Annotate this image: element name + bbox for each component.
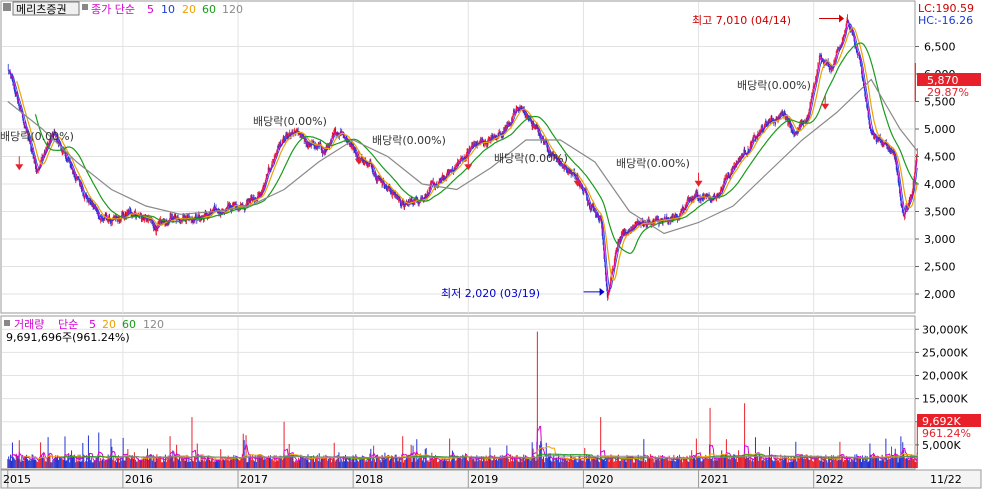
volume-plot-frame [0, 315, 916, 470]
lc-label: LC:190.59 [918, 2, 974, 15]
price-series-layer [7, 14, 918, 301]
time-tick-label: 2017 [240, 473, 268, 486]
stock-name: 메리츠증권 [16, 3, 67, 16]
price-header: 메리츠증권 종가 단순 5 10 20 60 120 [3, 1, 243, 16]
price-tick-label: 5,000 [924, 123, 956, 136]
vol-ma120-line [118, 455, 918, 459]
current-change: 29.87% [927, 86, 969, 99]
price-settings-icon[interactable] [82, 4, 88, 10]
dividend-marker [694, 180, 703, 187]
price-tick-label: 5,500 [924, 96, 956, 109]
time-tick-label: 2016 [125, 473, 153, 486]
current-price-box [917, 73, 981, 86]
right-info: LC:190.59 HC:-16.26 5,870 29.87% 9,692K … [917, 2, 981, 440]
dividend-annotation-5: 배당락(0.00%) [616, 157, 690, 170]
high-arrow-head [839, 14, 845, 23]
low-annotation: 최저 2,020 (03/19) [441, 287, 540, 300]
volume-series-layer [7, 331, 918, 468]
volume-ma-label: 단순 [58, 318, 78, 331]
dividend-annotation-1: 배당락(0.00%) [0, 130, 74, 143]
volume-label: 거래량 [14, 318, 44, 331]
price-tick-label: 2,000 [924, 288, 956, 301]
ma10-label: 10 [161, 3, 175, 16]
dividend-marker [15, 164, 24, 171]
ma20-label: 20 [182, 3, 196, 16]
price-tick-label: 2,500 [924, 261, 956, 274]
dividend-marker [821, 103, 830, 110]
volume-settings-icon[interactable] [4, 320, 10, 326]
time-tick-label: 2015 [3, 473, 31, 486]
current-volume-pct: 961.24% [922, 427, 971, 440]
time-tick-label: 2021 [701, 473, 729, 486]
volume-tick-label: 15,000K [922, 393, 968, 406]
volume-summary: 9,691,696주(961.24%) [6, 331, 130, 344]
low-arrow-head [599, 287, 605, 296]
time-axis-bar [0, 469, 982, 489]
current-volume: 9,692K [922, 415, 961, 428]
dividend-marker [354, 158, 363, 165]
ma20-line [16, 27, 918, 281]
dividend-annotation-2: 배당락(0.00%) [253, 115, 327, 128]
volume-grid [2, 317, 915, 468]
dividend-marker [573, 180, 582, 187]
stock-name-box[interactable] [12, 1, 80, 16]
time-axis: 2015 2016 2017 2018 2019 2020 2021 2022 11/22 [3, 470, 962, 488]
vol-ma5-label: 5 [89, 318, 96, 331]
ma60-line [34, 42, 918, 255]
price-tick-label: 3,000 [924, 233, 956, 246]
volume-tick-label: 5,000K [922, 439, 961, 452]
time-tick-label-current: 11/22 [930, 473, 962, 486]
dividend-annotation-3: 배당락(0.00%) [372, 134, 446, 147]
time-tick-label: 2018 [355, 473, 383, 486]
time-tick-label: 2022 [816, 473, 844, 486]
price-tick-label: 4,000 [924, 178, 956, 191]
price-label: 종가 단순 [91, 3, 135, 16]
volume-tick-label: 20,000K [922, 370, 968, 383]
volume-tick-label: 30,000K [922, 323, 968, 336]
hc-label: HC:-16.26 [918, 14, 973, 27]
time-tick-label: 2019 [470, 473, 498, 486]
ma5-label: 5 [147, 3, 154, 16]
high-annotation: 최고 7,010 (04/14) [692, 14, 791, 27]
vol-ma60-label: 60 [122, 318, 136, 331]
annotations-layer: 최고 7,010 (04/14) 최저 2,020 (03/19) 배당락(0.… [0, 14, 845, 300]
ma120-label: 120 [222, 3, 243, 16]
vol-ma120-label: 120 [143, 318, 164, 331]
current-price: 5,870 [927, 74, 959, 87]
price-grid [2, 2, 915, 313]
vol-ma20-label: 20 [102, 318, 116, 331]
ma60-label: 60 [202, 3, 216, 16]
current-volume-box [917, 414, 981, 427]
volume-tick-label: 25,000K [922, 346, 968, 359]
dividend-annotation-4: 배당락(0.00%) [494, 152, 568, 165]
price-tick-label: 3,500 [924, 206, 956, 219]
dividend-annotation-6: 배당락(0.00%) [737, 79, 811, 92]
collapse-icon[interactable] [3, 3, 11, 11]
price-tick-label: 6,500 [924, 41, 956, 54]
price-tick-label: 4,500 [924, 151, 956, 164]
ma120-line [7, 78, 918, 235]
ma10-line [11, 23, 918, 290]
volume-header: 거래량 단순 5 20 60 120 9,691,696주(961.24%) [4, 318, 164, 344]
dividend-marker [464, 164, 473, 171]
time-tick-label: 2020 [585, 473, 613, 486]
